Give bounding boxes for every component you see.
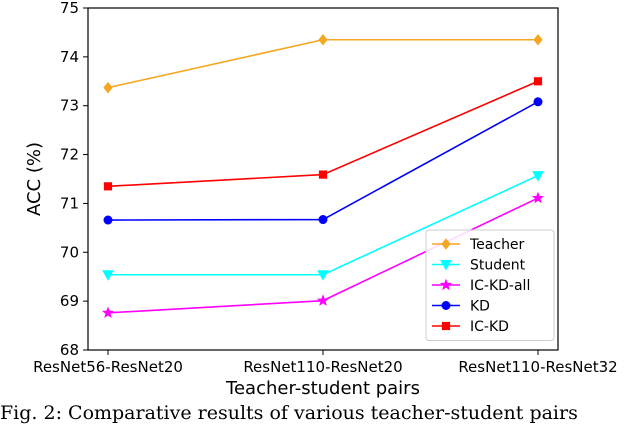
legend-marker	[439, 278, 453, 291]
legend-label: IC-KD	[470, 319, 509, 335]
x-axis-ticks: ResNet56-ResNet20 ResNet110-ResNet20 ResNe…	[33, 350, 618, 376]
legend-marker	[441, 238, 451, 250]
data-point	[102, 270, 114, 281]
data-point	[318, 170, 328, 179]
data-point	[317, 270, 329, 281]
x-tick-label: ResNet110-ResNet20	[243, 358, 402, 376]
data-point	[318, 215, 328, 225]
legend-label: Student	[470, 258, 526, 274]
data-point	[103, 81, 113, 94]
x-axis-title: Teacher-student pairs	[225, 378, 420, 399]
legend-marker	[441, 321, 451, 331]
data-point	[533, 33, 543, 46]
series-kd	[103, 97, 543, 225]
data-point	[316, 294, 330, 306]
data-point	[103, 215, 113, 225]
series-line	[107, 38, 538, 89]
legend-box	[425, 229, 555, 341]
y-tick-label: 68	[60, 341, 79, 359]
data-point	[318, 33, 328, 46]
series-layer	[101, 33, 545, 319]
data-point	[531, 191, 545, 204]
y-tick-label: 75	[60, 0, 79, 17]
series-teacher	[103, 33, 543, 94]
plot-frame	[87, 7, 559, 351]
legend-marker	[441, 301, 451, 310]
x-tick-label: ResNet56-ResNet20	[33, 358, 183, 376]
legend-label: Teacher	[469, 237, 525, 253]
data-point	[101, 306, 115, 319]
data-point	[103, 182, 113, 191]
legend-item: IC-KD-all	[432, 278, 530, 294]
y-tick-label: 69	[60, 292, 79, 310]
legend-item: Teacher	[432, 237, 525, 253]
legend-label: IC-KD-all	[470, 278, 530, 294]
legend-marker	[440, 260, 452, 271]
figure-caption: Fig. 2: Comparative results of various t…	[0, 402, 578, 424]
data-point	[533, 77, 543, 86]
series-ic-kd	[103, 77, 543, 191]
x-tick-label: ResNet110-ResNet32	[458, 358, 617, 376]
y-tick-label: 73	[60, 97, 79, 115]
y-axis-ticks: 68 69 70 71 72 73 74 75	[60, 0, 88, 359]
legend-item: IC-KD	[432, 319, 509, 335]
legend-item: KD	[432, 299, 490, 315]
series-student	[102, 171, 544, 281]
y-axis-title: ACC (%)	[24, 142, 45, 216]
y-tick-label: 71	[60, 194, 79, 212]
data-point	[533, 97, 543, 107]
y-tick-label: 70	[60, 243, 79, 261]
legend: Teacher Student IC-KD-all KD IC-KD	[425, 229, 555, 341]
legend-label: KD	[470, 299, 490, 315]
data-point	[532, 171, 544, 182]
y-tick-label: 72	[60, 146, 79, 164]
series-line	[107, 101, 539, 221]
legend-item: Student	[432, 258, 526, 274]
y-tick-label: 74	[60, 48, 79, 66]
